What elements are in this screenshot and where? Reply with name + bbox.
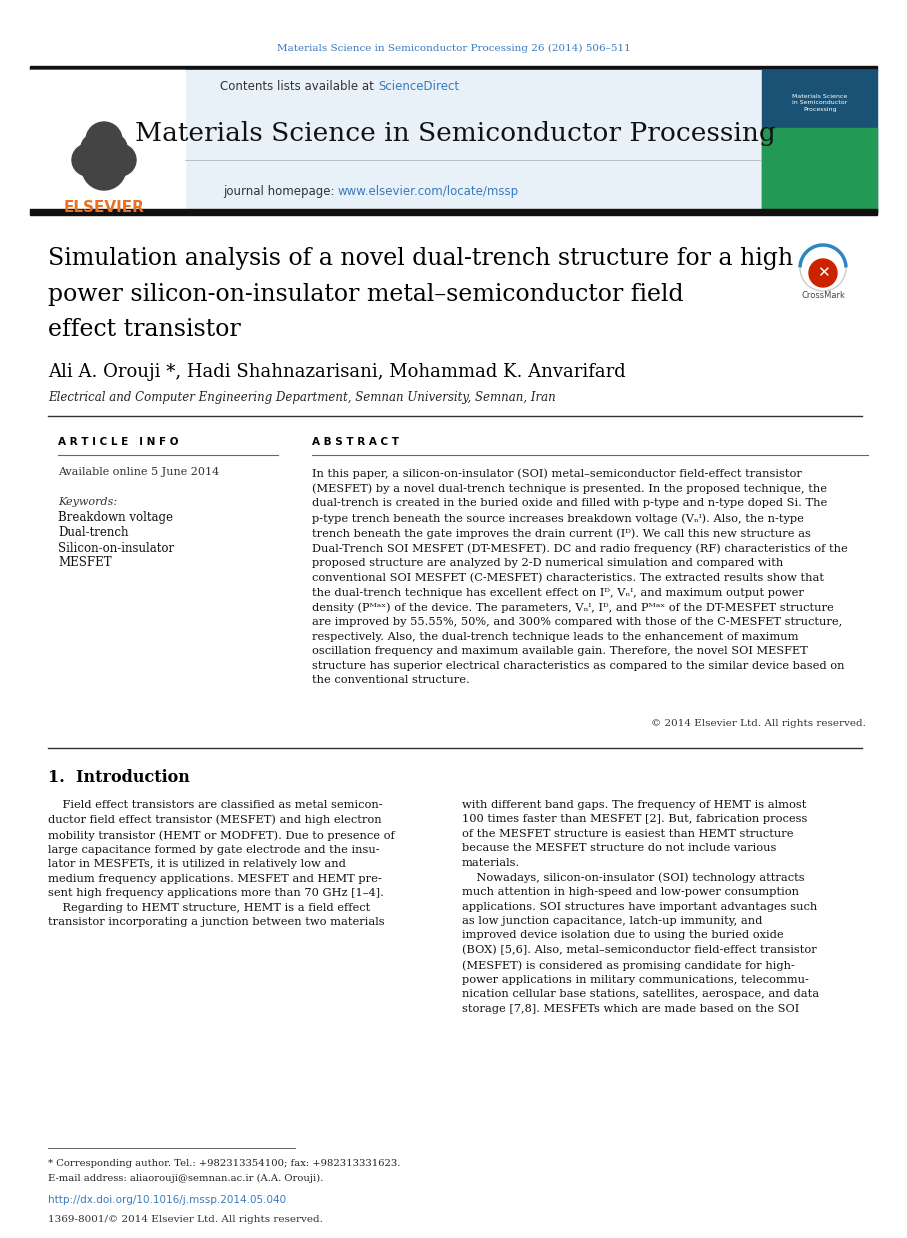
Circle shape: [86, 123, 122, 158]
Circle shape: [81, 134, 109, 162]
Text: Electrical and Computer Engineering Department, Semnan University, Semnan, Iran: Electrical and Computer Engineering Depa…: [48, 391, 556, 405]
Text: 1369-8001/© 2014 Elsevier Ltd. All rights reserved.: 1369-8001/© 2014 Elsevier Ltd. All right…: [48, 1216, 323, 1224]
Bar: [762, 128, 877, 213]
Bar: [100, 167, 108, 184]
Text: A B S T R A C T: A B S T R A C T: [312, 437, 399, 447]
Text: E-mail address: aliaorouji@semnan.ac.ir (A.A. Orouji).: E-mail address: aliaorouji@semnan.ac.ir …: [48, 1174, 324, 1182]
Text: Materials Science in Semiconductor Processing: Materials Science in Semiconductor Proce…: [134, 120, 775, 146]
Text: Contents lists available at: Contents lists available at: [220, 79, 378, 93]
Circle shape: [809, 259, 837, 287]
Text: Available online 5 June 2014: Available online 5 June 2014: [58, 467, 219, 477]
Text: www.elsevier.com/locate/mssp: www.elsevier.com/locate/mssp: [338, 186, 519, 198]
Text: Ali A. Orouji *, Hadi Shahnazarisani, Mohammad K. Anvarifard: Ali A. Orouji *, Hadi Shahnazarisani, Mo…: [48, 363, 626, 381]
Text: Materials Science in Semiconductor Processing 26 (2014) 506–511: Materials Science in Semiconductor Proce…: [277, 43, 630, 52]
Bar: [30, 71, 877, 213]
Text: ✕: ✕: [816, 265, 829, 281]
Circle shape: [800, 245, 846, 291]
Circle shape: [82, 146, 126, 189]
Text: Field effect transistors are classified as metal semicon-
ductor field effect tr: Field effect transistors are classified …: [48, 800, 395, 927]
Text: effect transistor: effect transistor: [48, 318, 240, 342]
Text: CrossMark: CrossMark: [801, 291, 845, 300]
Text: 1.  Introduction: 1. Introduction: [48, 770, 190, 786]
Text: Simulation analysis of a novel dual-trench structure for a high: Simulation analysis of a novel dual-tren…: [48, 246, 793, 270]
Circle shape: [72, 144, 104, 176]
Text: ELSEVIER: ELSEVIER: [63, 199, 144, 214]
Circle shape: [104, 144, 136, 176]
Text: In this paper, a silicon-on-insulator (SOI) metal–semiconductor field-effect tra: In this paper, a silicon-on-insulator (S…: [312, 468, 848, 685]
Text: A R T I C L E   I N F O: A R T I C L E I N F O: [58, 437, 179, 447]
Bar: [30, 66, 877, 71]
Text: ScienceDirect: ScienceDirect: [378, 79, 459, 93]
Text: http://dx.doi.org/10.1016/j.mssp.2014.05.040: http://dx.doi.org/10.1016/j.mssp.2014.05…: [48, 1195, 286, 1205]
Text: Silicon-on-insulator: Silicon-on-insulator: [58, 541, 174, 555]
Text: * Corresponding author. Tel.: +982313354100; fax: +982313331623.: * Corresponding author. Tel.: +982313354…: [48, 1159, 400, 1167]
Bar: [30, 71, 185, 213]
Text: Keywords:: Keywords:: [58, 496, 117, 508]
Text: Breakdown voltage: Breakdown voltage: [58, 511, 173, 525]
Bar: [762, 71, 877, 213]
Text: with different band gaps. The frequency of HEMT is almost
100 times faster than : with different band gaps. The frequency …: [462, 800, 819, 1014]
Text: Dual-trench: Dual-trench: [58, 526, 129, 540]
Text: Materials Science
in Semiconductor
Processing: Materials Science in Semiconductor Proce…: [793, 94, 848, 113]
Text: journal homepage:: journal homepage:: [223, 186, 338, 198]
Text: power silicon-on-insulator metal–semiconductor field: power silicon-on-insulator metal–semicon…: [48, 282, 684, 306]
Bar: [30, 209, 877, 215]
Circle shape: [99, 134, 127, 162]
Text: MESFET: MESFET: [58, 557, 112, 569]
Text: © 2014 Elsevier Ltd. All rights reserved.: © 2014 Elsevier Ltd. All rights reserved…: [651, 718, 866, 728]
